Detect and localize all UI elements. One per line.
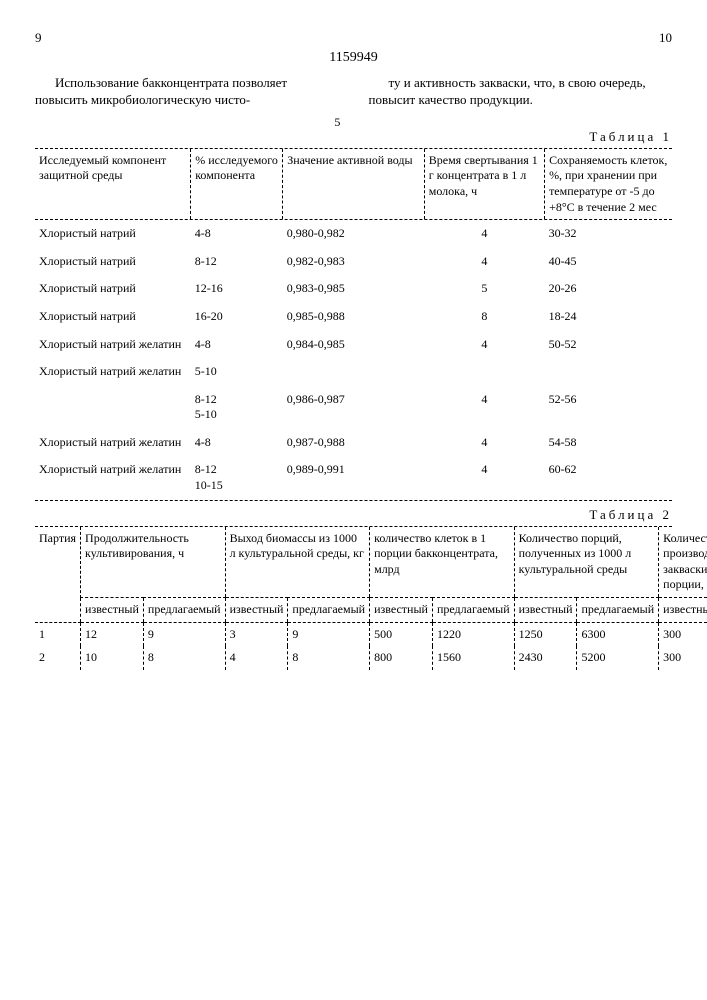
t1-cell: 0,985-0,988	[283, 303, 425, 331]
t1-cell	[424, 358, 544, 386]
t1-h3: Время свертывания 1 г концентрата в 1 л …	[424, 149, 544, 219]
t2-cell: 8	[288, 646, 370, 670]
t2-cell: 1220	[432, 622, 514, 646]
t2-sub: известный	[81, 597, 144, 622]
t1-cell: 0,982-0,983	[283, 248, 425, 276]
table2-label: Таблица 2	[35, 507, 672, 524]
t1-cell: Хлористый натрий	[35, 220, 191, 248]
t1-cell: 8-12 5-10	[191, 386, 283, 429]
t1-cell: 54-58	[545, 429, 672, 457]
t1-cell: Хлористый натрий желатин	[35, 429, 191, 457]
t2-cell: 800	[370, 646, 433, 670]
t2-sub: предлагаемый	[288, 597, 370, 622]
t1-h4: Сохраняемость клеток, %, при хранении пр…	[545, 149, 672, 219]
t1-cell: 40-45	[545, 248, 672, 276]
t2-h3: количество клеток в 1 порции бакконцентр…	[370, 527, 515, 598]
t2-h4: Количество порций, полученных из 1000 л …	[514, 527, 659, 598]
t1-cell: 4-8	[191, 331, 283, 359]
marker-5: 5	[334, 115, 340, 131]
table-2: Партия Продолжительность культивирования…	[35, 527, 707, 670]
t2-cell: 5200	[577, 646, 659, 670]
t2-cell: 6300	[577, 622, 659, 646]
t2-sub: предлагаемый	[577, 597, 659, 622]
t1-cell: 60-62	[545, 456, 672, 499]
t2-cell: 2430	[514, 646, 577, 670]
t2-cell: 12	[81, 622, 144, 646]
t1-cell: 4	[424, 248, 544, 276]
t2-h5: Количество производственной закваски, по…	[659, 527, 707, 598]
t2-cell: 9	[143, 622, 225, 646]
t1-cell: 4-8	[191, 220, 283, 248]
t2-sub: известный	[514, 597, 577, 622]
t2-cell: 1	[35, 622, 81, 646]
table1-label: Таблица 1	[35, 129, 672, 146]
t1-cell: 8	[424, 303, 544, 331]
t1-cell: 16-20	[191, 303, 283, 331]
t2-sub: известный	[659, 597, 707, 622]
t1-cell: 5-10	[191, 358, 283, 386]
t1-cell: 50-52	[545, 331, 672, 359]
t1-cell: 0,984-0,985	[283, 331, 425, 359]
t1-cell: Хлористый натрий желатин	[35, 331, 191, 359]
t1-cell: 4	[424, 331, 544, 359]
t2-cell: 300	[659, 646, 707, 670]
t1-cell: Хлористый натрий	[35, 248, 191, 276]
table-1: Исследуемый компонент защитной среды % и…	[35, 149, 672, 219]
t2-cell: 8	[143, 646, 225, 670]
t2-sub: известный	[370, 597, 433, 622]
t1-cell: 0,989-0,991	[283, 456, 425, 499]
t2-cell: 3	[225, 622, 288, 646]
t1-h1: % исследуемого компонента	[191, 149, 283, 219]
t1-cell: 52-56	[545, 386, 672, 429]
page-left: 9	[35, 30, 42, 47]
t2-h2: Выход биомассы из 1000 л культуральной с…	[225, 527, 370, 598]
t1-cell: 4	[424, 429, 544, 457]
t1-cell: Хлористый натрий	[35, 303, 191, 331]
t1-cell: 0,983-0,985	[283, 275, 425, 303]
t1-cell: 30-32	[545, 220, 672, 248]
t1-h0: Исследуемый компонент защитной среды	[35, 149, 191, 219]
t1-h2: Значение активной воды	[283, 149, 425, 219]
t2-cell: 2	[35, 646, 81, 670]
t2-cell: 4	[225, 646, 288, 670]
t1-cell: 0,987-0,988	[283, 429, 425, 457]
t1-cell: 4	[424, 456, 544, 499]
t2-cell: 10	[81, 646, 144, 670]
t2-cell: 500	[370, 622, 433, 646]
t1-cell: 12-16	[191, 275, 283, 303]
t1-cell: 4	[424, 220, 544, 248]
t1-cell: 5	[424, 275, 544, 303]
t1-cell: 0,980-0,982	[283, 220, 425, 248]
intro-text: Использование бакконцентрата позволяет п…	[35, 75, 672, 109]
t1-cell: Хлористый натрий желатин	[35, 358, 191, 386]
t2-sub: предлагаемый	[143, 597, 225, 622]
intro-right: ту и активность закваски, что, в свою оч…	[369, 75, 673, 109]
table-1-body: Хлористый натрий4-80,980-0,982430-32Хлор…	[35, 220, 672, 500]
t1-cell: 18-24	[545, 303, 672, 331]
t1-cell: 0,986-0,987	[283, 386, 425, 429]
t1-cell	[283, 358, 425, 386]
page-right: 10	[659, 30, 672, 47]
t2-cell: 9	[288, 622, 370, 646]
t1-cell: Хлористый натрий желатин	[35, 456, 191, 499]
t1-cell: 8-12 10-15	[191, 456, 283, 499]
t2-sub: известный	[225, 597, 288, 622]
t2-h0: Партия	[35, 527, 81, 622]
t1-cell: 4-8	[191, 429, 283, 457]
doc-number: 1159949	[35, 49, 672, 67]
intro-left: Использование бакконцентрата позволяет п…	[35, 75, 339, 109]
t1-cell: Хлористый натрий	[35, 275, 191, 303]
t2-cell: 1250	[514, 622, 577, 646]
t1-cell	[35, 386, 191, 429]
t1-cell: 8-12	[191, 248, 283, 276]
t1-cell	[545, 358, 672, 386]
t1-cell: 4	[424, 386, 544, 429]
t2-h1: Продолжительность культивирования, ч	[81, 527, 226, 598]
t2-cell: 300	[659, 622, 707, 646]
t2-cell: 1560	[432, 646, 514, 670]
t2-sub: предлагаемый	[432, 597, 514, 622]
t1-cell: 20-26	[545, 275, 672, 303]
